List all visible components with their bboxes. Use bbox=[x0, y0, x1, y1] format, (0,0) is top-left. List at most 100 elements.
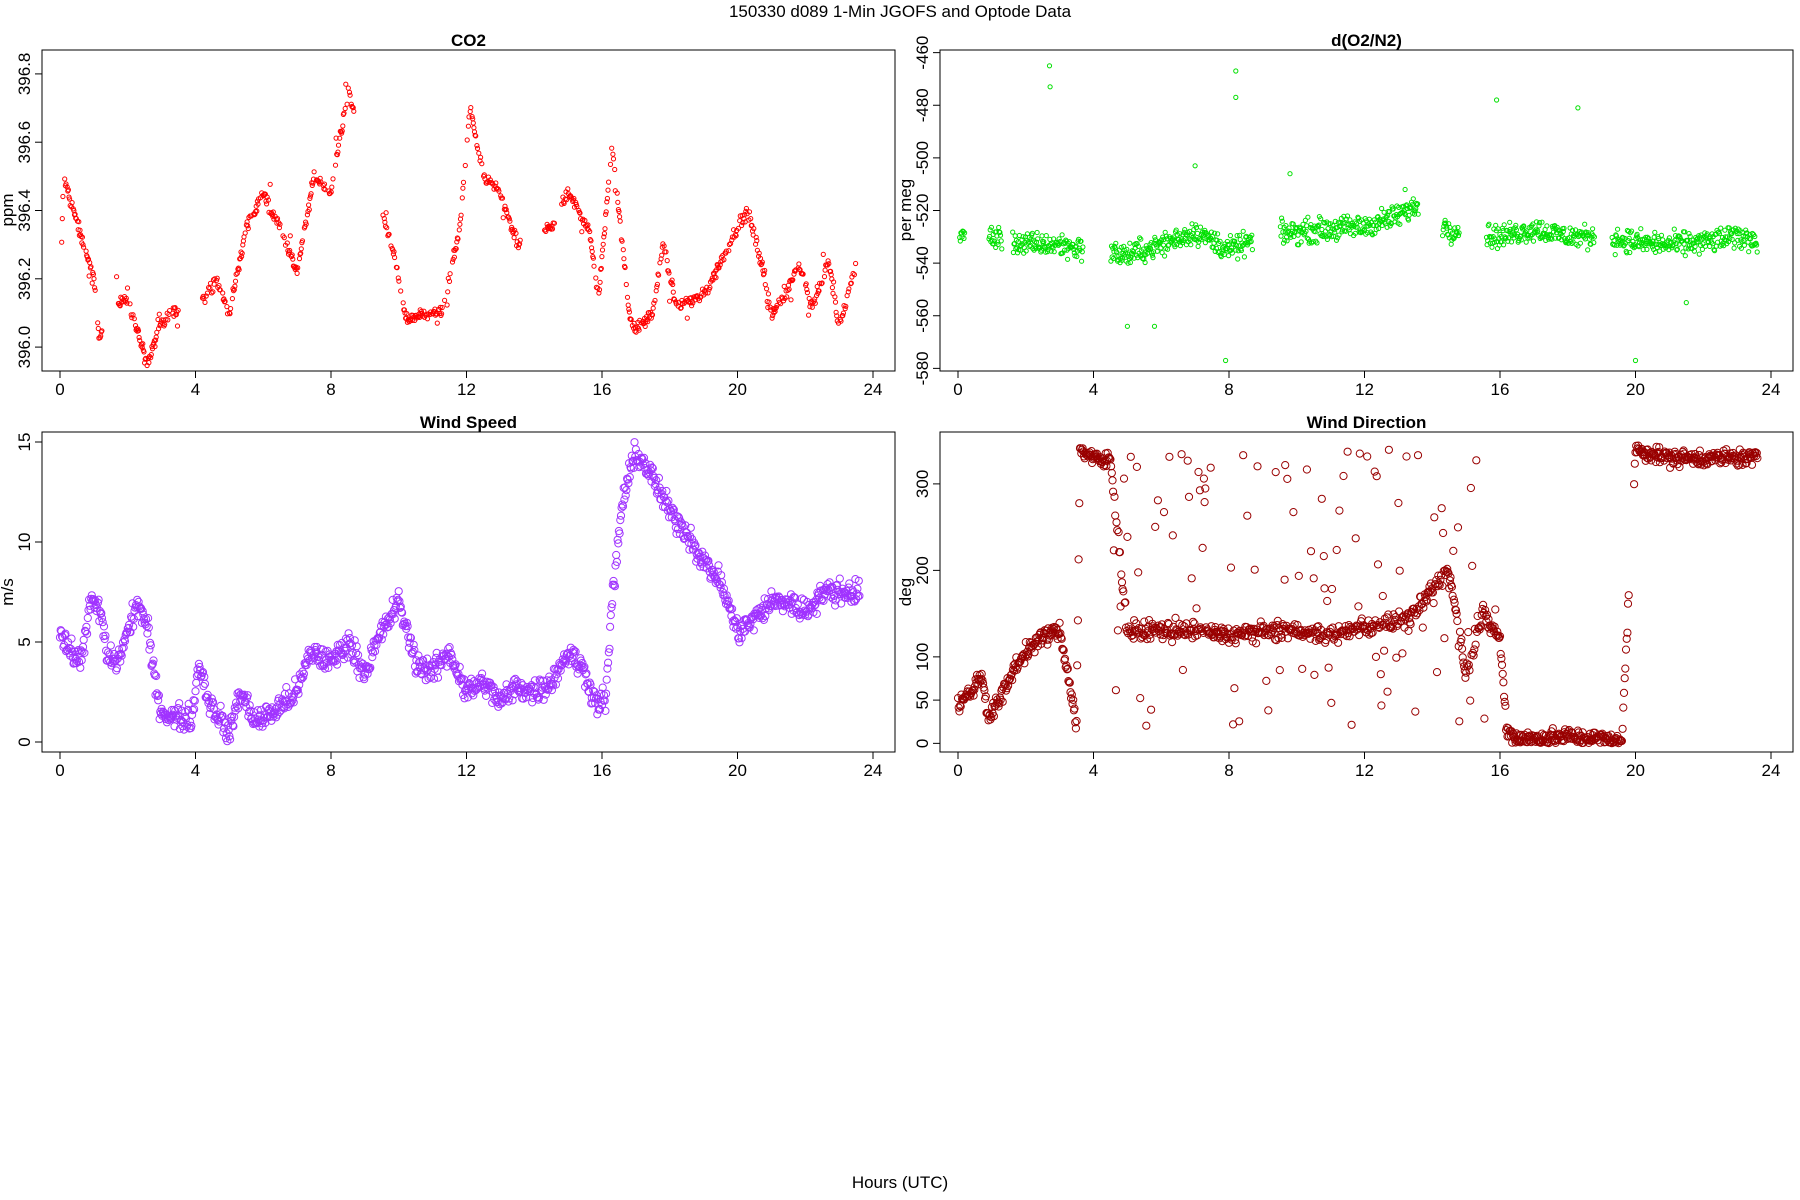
data-point bbox=[1455, 224, 1461, 231]
data-point bbox=[437, 661, 446, 670]
data-point bbox=[1687, 233, 1693, 239]
data-point bbox=[307, 195, 313, 201]
data-point bbox=[1102, 461, 1111, 471]
data-point bbox=[333, 135, 339, 141]
data-point bbox=[1363, 452, 1372, 461]
data-point bbox=[370, 647, 380, 656]
data-point bbox=[610, 580, 619, 590]
data-point bbox=[1443, 220, 1449, 226]
data-point bbox=[309, 182, 315, 188]
data-point bbox=[1200, 235, 1206, 241]
data-point bbox=[1248, 238, 1254, 245]
data-point bbox=[473, 133, 479, 139]
data-point bbox=[228, 721, 237, 730]
data-point bbox=[354, 650, 363, 660]
panel-title: Wind Speed bbox=[420, 413, 517, 432]
data-point bbox=[663, 249, 669, 255]
data-point bbox=[1039, 233, 1045, 239]
data-point bbox=[1159, 507, 1169, 517]
data-point bbox=[1071, 718, 1080, 727]
x-tick-label: 8 bbox=[1224, 761, 1233, 780]
data-point bbox=[617, 218, 623, 224]
data-point bbox=[1455, 717, 1464, 726]
data-point bbox=[1682, 229, 1688, 235]
data-point bbox=[183, 705, 193, 714]
y-axis-label: ppm bbox=[0, 193, 17, 226]
data-point bbox=[1303, 228, 1309, 234]
data-point bbox=[748, 216, 754, 222]
data-point bbox=[152, 671, 161, 681]
data-point bbox=[751, 226, 757, 232]
y-tick-label: 0 bbox=[15, 737, 34, 746]
data-point bbox=[1440, 233, 1446, 239]
data-point bbox=[1671, 226, 1677, 232]
data-point bbox=[1070, 704, 1079, 713]
data-point bbox=[561, 200, 567, 206]
data-point bbox=[1462, 659, 1471, 668]
data-point bbox=[460, 179, 467, 185]
y-tick-label: 396.2 bbox=[15, 258, 34, 301]
data-point bbox=[733, 622, 742, 632]
data-point bbox=[1732, 225, 1738, 231]
x-tick-label: 24 bbox=[864, 380, 883, 399]
data-point bbox=[335, 142, 342, 148]
data-point bbox=[468, 105, 474, 111]
data-point bbox=[1283, 634, 1293, 643]
data-point bbox=[818, 595, 827, 604]
data-point bbox=[804, 290, 811, 296]
data-point bbox=[198, 668, 208, 677]
data-point bbox=[446, 278, 453, 284]
data-point bbox=[228, 306, 234, 312]
data-point bbox=[664, 258, 670, 264]
data-point bbox=[1630, 480, 1639, 489]
data-point bbox=[222, 298, 228, 304]
data-point bbox=[1014, 658, 1024, 667]
data-point bbox=[716, 265, 722, 271]
data-point bbox=[1518, 237, 1524, 243]
data-point bbox=[1741, 242, 1748, 248]
data-point bbox=[1151, 522, 1160, 532]
data-point bbox=[344, 101, 350, 107]
data-point bbox=[140, 341, 146, 347]
data-point bbox=[756, 250, 762, 256]
data-point bbox=[577, 210, 583, 216]
data-point bbox=[94, 595, 103, 604]
data-point bbox=[833, 309, 839, 315]
data-point bbox=[991, 238, 998, 244]
data-point bbox=[961, 235, 967, 241]
data-point bbox=[331, 656, 340, 666]
data-point bbox=[1190, 619, 1199, 628]
data-point bbox=[334, 152, 340, 158]
data-point bbox=[625, 302, 631, 308]
data-point bbox=[1446, 573, 1455, 582]
data-point bbox=[1464, 628, 1473, 637]
data-point bbox=[962, 230, 968, 236]
data-point bbox=[617, 503, 626, 512]
data-point bbox=[231, 706, 240, 715]
data-point bbox=[383, 210, 389, 216]
data-point bbox=[1134, 241, 1140, 247]
data-point bbox=[619, 238, 625, 244]
data-point bbox=[99, 328, 105, 334]
data-point bbox=[1235, 717, 1244, 726]
data-point bbox=[596, 287, 603, 293]
data-point bbox=[623, 281, 629, 288]
data-point bbox=[229, 296, 235, 302]
data-point bbox=[840, 310, 847, 316]
data-point bbox=[976, 674, 986, 684]
data-point bbox=[587, 228, 593, 235]
data-point bbox=[1751, 448, 1760, 457]
data-point bbox=[156, 326, 162, 332]
data-point bbox=[1074, 253, 1080, 260]
data-point bbox=[137, 604, 146, 613]
data-point bbox=[1440, 634, 1449, 643]
data-point bbox=[704, 556, 713, 565]
data-point bbox=[239, 253, 245, 260]
data-point bbox=[534, 693, 544, 702]
data-point bbox=[253, 706, 262, 715]
data-point bbox=[83, 613, 92, 623]
data-point bbox=[1618, 724, 1627, 733]
data-point bbox=[73, 216, 79, 222]
data-point bbox=[172, 305, 178, 311]
